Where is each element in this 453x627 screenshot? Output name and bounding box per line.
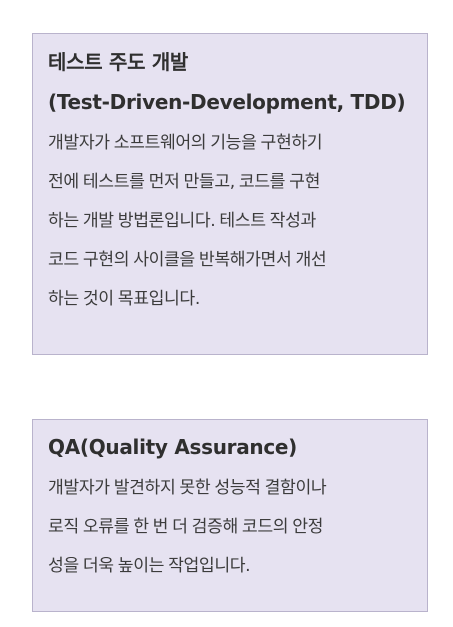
qa-card-description: 개발자가 발견하지 못한 성능적 결함이나 로직 오류를 한 번 더 검증해 코… xyxy=(48,469,412,586)
qa-description-line-2: 로직 오류를 한 번 더 검증해 코드의 안정 xyxy=(48,517,324,537)
tdd-description-line-3: 하는 개발 방법론입니다. 테스트 작성과 xyxy=(48,211,316,231)
tdd-description-line-4: 코드 구현의 사이클을 반복해가면서 개선 xyxy=(48,250,327,270)
tdd-description-line-5: 하는 것이 목표입니다. xyxy=(48,289,200,309)
qa-card-title: QA(Quality Assurance) xyxy=(48,427,412,467)
tdd-card-title: 테스트 주도 개발 (Test-Driven-Development, TDD) xyxy=(48,42,412,122)
tdd-description-line-2: 전에 테스트를 먼저 만들고, 코드를 구현 xyxy=(48,172,320,192)
tdd-description-line-1: 개발자가 소프트웨어의 기능을 구현하기 xyxy=(48,133,323,153)
qa-description-line-3: 성을 더욱 높이는 작업입니다. xyxy=(48,556,251,576)
qa-description-line-1: 개발자가 발견하지 못한 성능적 결함이나 xyxy=(48,478,327,498)
tdd-title-line-2: (Test-Driven-Development, TDD) xyxy=(48,90,406,114)
tdd-title-line-1: 테스트 주도 개발 xyxy=(48,50,189,74)
qa-title-line-1: QA(Quality Assurance) xyxy=(48,435,298,459)
qa-definition-card: QA(Quality Assurance) 개발자가 발견하지 못한 성능적 결… xyxy=(32,419,428,612)
tdd-card-description: 개발자가 소프트웨어의 기능을 구현하기 전에 테스트를 먼저 만들고, 코드를… xyxy=(48,124,412,319)
tdd-definition-card: 테스트 주도 개발 (Test-Driven-Development, TDD)… xyxy=(32,33,428,355)
